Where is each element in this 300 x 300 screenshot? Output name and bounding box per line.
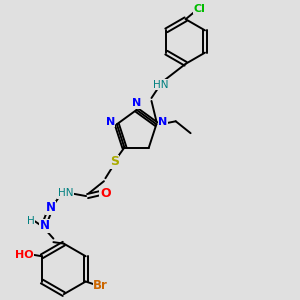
Text: S: S [110, 155, 119, 168]
Text: N: N [106, 117, 115, 127]
Text: Cl: Cl [193, 4, 205, 14]
Text: HN: HN [153, 80, 168, 90]
Text: N: N [40, 219, 50, 232]
Text: Br: Br [93, 280, 108, 292]
Text: HO: HO [15, 250, 33, 260]
Text: N: N [132, 98, 141, 108]
Text: N: N [158, 117, 168, 127]
Text: N: N [45, 202, 56, 214]
Text: HN: HN [58, 188, 73, 198]
Text: O: O [100, 187, 111, 200]
Text: H: H [27, 216, 34, 226]
